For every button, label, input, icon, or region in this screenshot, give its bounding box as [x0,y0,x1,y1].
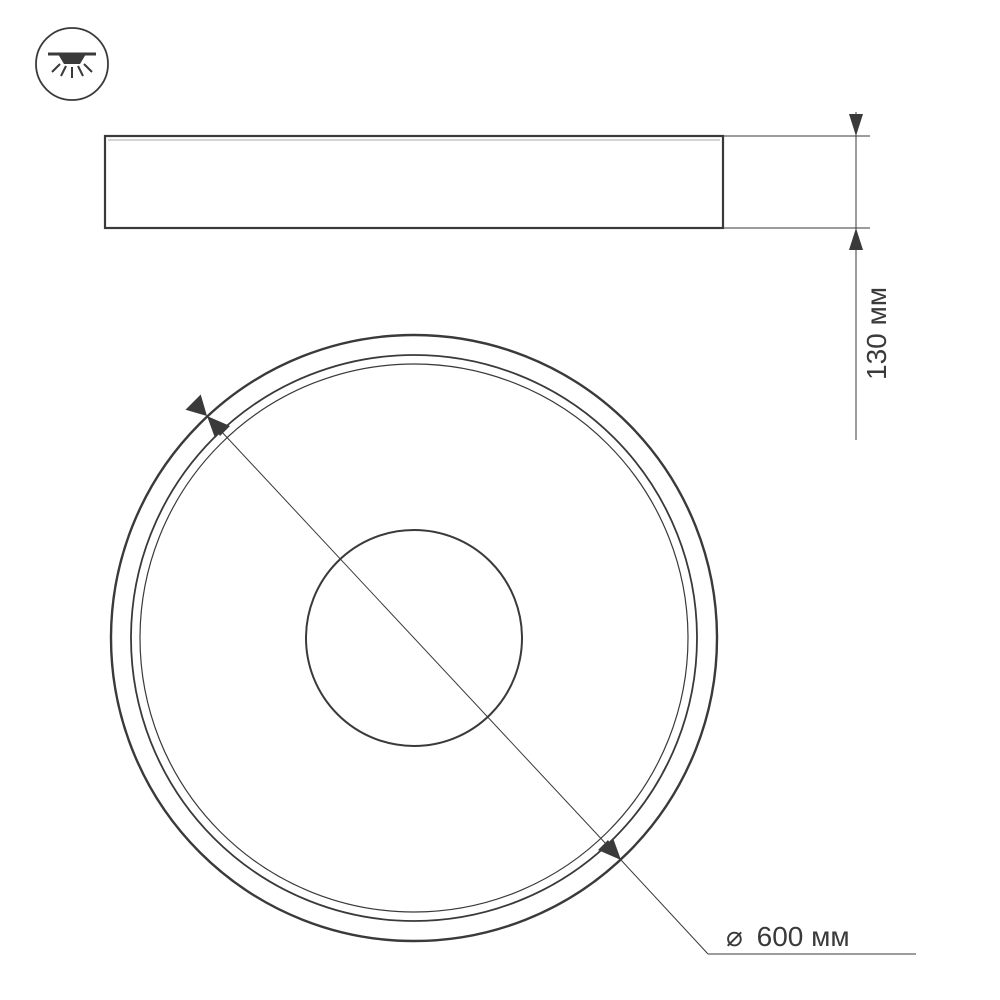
technical-drawing: 130 мм ⌀ 600 мм [0,0,1000,1000]
side-elevation [105,136,723,228]
diameter-label: ⌀ 600 мм [726,921,850,952]
diameter-symbol: ⌀ [726,921,743,952]
diameter-value: 600 мм [757,921,850,952]
height-dimension: 130 мм [724,112,892,440]
diameter-dimension: ⌀ 600 мм [186,395,917,955]
height-label: 130 мм [861,287,892,380]
downlight-icon [36,28,108,100]
